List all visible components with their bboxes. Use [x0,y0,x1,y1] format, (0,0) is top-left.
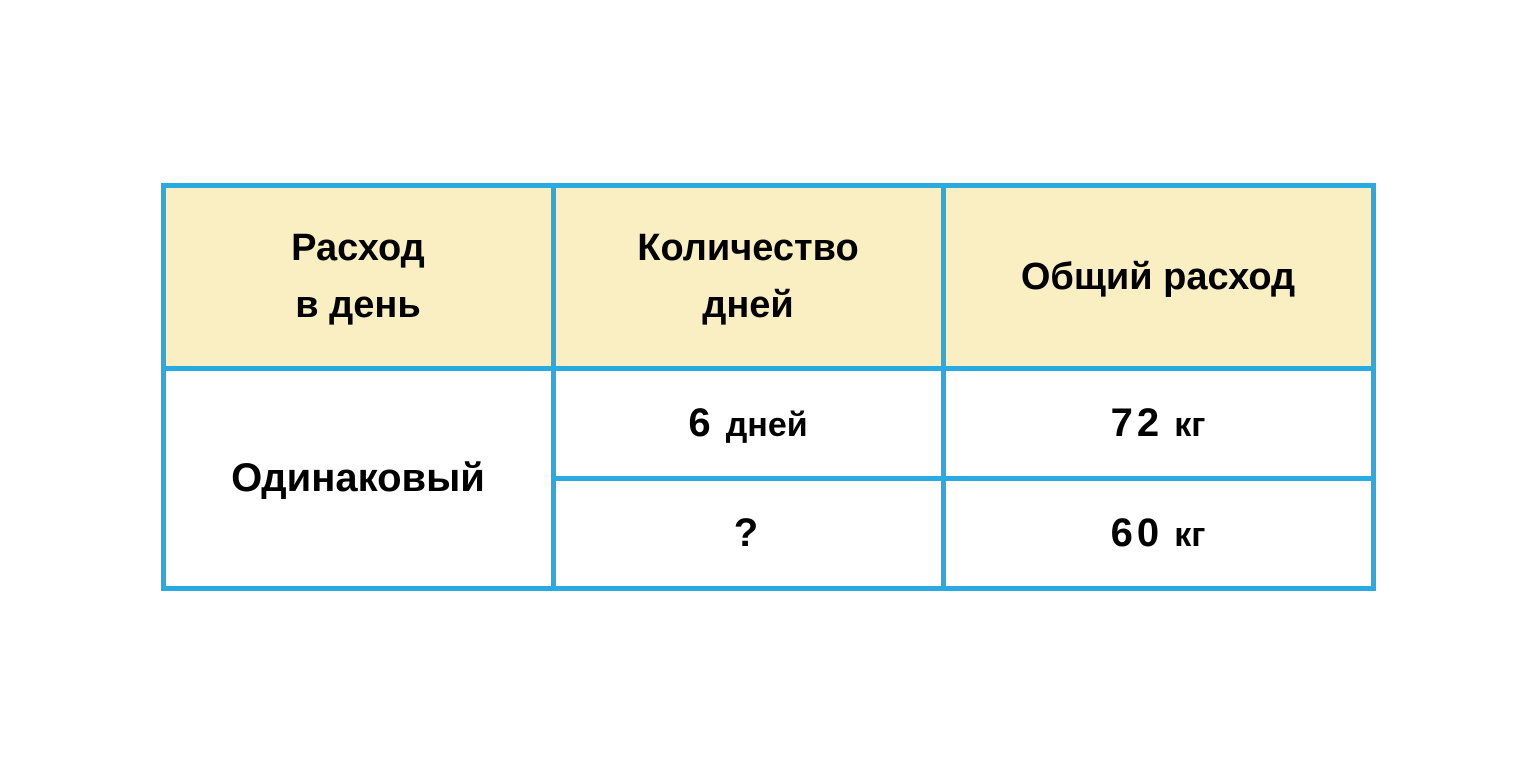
header-text-line2: в день [295,284,421,326]
cell-per-day-merged: Одинаковый [163,369,553,589]
header-cell-days: Количество дней [553,186,943,369]
table-header-row: Расход в день Количество дней Общий расх… [163,186,1373,369]
days-number: ? [734,511,762,555]
days-number: 6 [688,401,714,445]
table-row: Одинаковый 6 дней 72 кг [163,369,1373,479]
total-number: 72 [1111,401,1164,445]
consumption-table: Расход в день Количество дней Общий расх… [161,183,1376,591]
header-text-line1: Расход [291,227,425,269]
cell-total-row2: 60 кг [943,479,1373,589]
header-text-line1: Общий расход [1021,256,1295,298]
cell-total-row1: 72 кг [943,369,1373,479]
cell-days-row2: ? [553,479,943,589]
total-unit: кг [1174,406,1205,444]
total-number: 60 [1111,511,1164,555]
days-unit: дней [726,406,808,444]
header-cell-per-day: Расход в день [163,186,553,369]
total-unit: кг [1174,516,1205,554]
header-text-line2: дней [702,284,794,326]
cell-text: Одинаковый [231,456,485,500]
header-cell-total: Общий расход [943,186,1373,369]
header-text-line1: Количество [637,227,858,269]
cell-days-row1: 6 дней [553,369,943,479]
